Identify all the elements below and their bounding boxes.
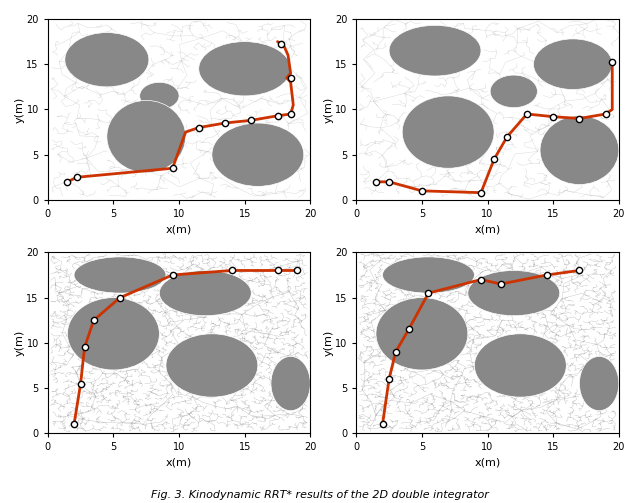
Ellipse shape bbox=[402, 96, 494, 168]
Y-axis label: y(m): y(m) bbox=[323, 97, 333, 123]
Ellipse shape bbox=[534, 39, 612, 90]
Text: Fig. 3. Kinodynamic RRT* results of the 2D double integrator: Fig. 3. Kinodynamic RRT* results of the … bbox=[151, 490, 489, 500]
Ellipse shape bbox=[65, 33, 149, 87]
X-axis label: x(m): x(m) bbox=[474, 458, 500, 468]
Ellipse shape bbox=[468, 271, 560, 316]
X-axis label: x(m): x(m) bbox=[166, 458, 192, 468]
Ellipse shape bbox=[159, 271, 252, 316]
Ellipse shape bbox=[271, 357, 310, 410]
Ellipse shape bbox=[540, 116, 619, 185]
Y-axis label: y(m): y(m) bbox=[15, 97, 25, 123]
Ellipse shape bbox=[383, 257, 474, 293]
X-axis label: x(m): x(m) bbox=[166, 224, 192, 234]
Ellipse shape bbox=[140, 82, 179, 110]
Ellipse shape bbox=[474, 334, 566, 397]
Ellipse shape bbox=[490, 75, 538, 108]
Ellipse shape bbox=[389, 25, 481, 76]
Ellipse shape bbox=[166, 334, 258, 397]
Ellipse shape bbox=[579, 357, 619, 410]
Ellipse shape bbox=[376, 298, 468, 370]
Ellipse shape bbox=[199, 42, 291, 96]
Ellipse shape bbox=[67, 298, 159, 370]
X-axis label: x(m): x(m) bbox=[474, 224, 500, 234]
Y-axis label: y(m): y(m) bbox=[15, 329, 25, 356]
Ellipse shape bbox=[74, 257, 166, 293]
Ellipse shape bbox=[107, 101, 186, 173]
Ellipse shape bbox=[212, 123, 304, 186]
Y-axis label: y(m): y(m) bbox=[323, 329, 333, 356]
